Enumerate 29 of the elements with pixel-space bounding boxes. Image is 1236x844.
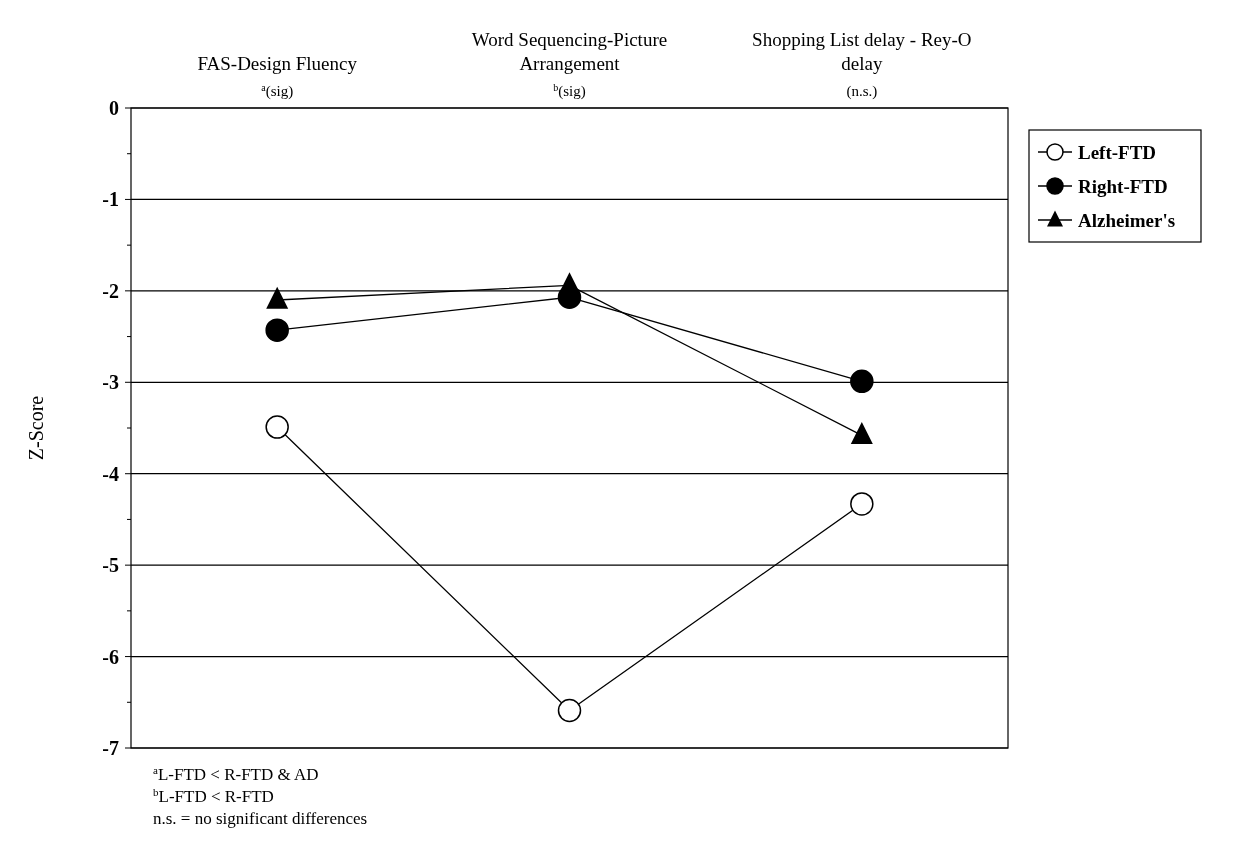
y-tick-label: -2 bbox=[102, 279, 119, 302]
point bbox=[850, 369, 874, 394]
point bbox=[265, 415, 289, 439]
text: $^{a}$(sig) bbox=[261, 81, 294, 100]
point bbox=[266, 286, 289, 309]
point bbox=[850, 422, 873, 445]
y-tick-label: -1 bbox=[102, 188, 119, 211]
y-tick-label: -6 bbox=[102, 645, 119, 668]
y-tick-label: -5 bbox=[102, 554, 119, 577]
y-tick-label: -7 bbox=[102, 737, 119, 759]
point bbox=[265, 318, 289, 342]
legend-label: Left-FTD bbox=[1078, 141, 1157, 163]
point bbox=[557, 698, 582, 723]
text: $^{a}$L-FTD < R-FTD & AD bbox=[153, 764, 319, 784]
legend-label: Right-FTD bbox=[1078, 175, 1168, 197]
y-tick-label: 0 bbox=[109, 97, 119, 119]
y-axis-title: Z-Score bbox=[25, 395, 47, 461]
x-tick-label: FAS-Design Fluency bbox=[197, 53, 358, 74]
point bbox=[850, 492, 874, 516]
legend-label: Alzheimer's bbox=[1078, 209, 1176, 231]
text: $^{b}$L-FTD < R-FTD bbox=[153, 786, 274, 806]
x-tick-label: Shopping List delay - Rey-O delay bbox=[752, 29, 972, 74]
y-tick-label: -4 bbox=[102, 462, 119, 485]
text: $^{b}$(sig) bbox=[553, 81, 586, 100]
y-tick-label: -3 bbox=[102, 371, 119, 394]
text: n.s. = no significant differences bbox=[153, 809, 368, 828]
text: (n.s.) bbox=[846, 83, 878, 100]
point bbox=[558, 272, 581, 295]
x-tick-label: Word Sequencing-Picture Arrangement bbox=[471, 29, 668, 74]
